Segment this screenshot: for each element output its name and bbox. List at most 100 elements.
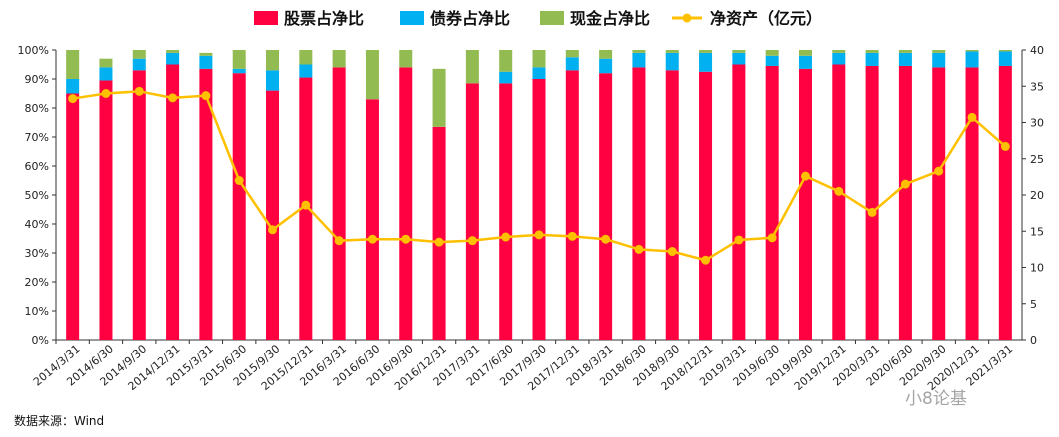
bar-segment (232, 68, 246, 74)
net-asset-point (1000, 141, 1010, 151)
net-asset-point (800, 171, 810, 181)
bar-segment (66, 93, 80, 340)
bar-segment (532, 50, 546, 68)
bar-segment (99, 58, 113, 68)
bar-segment (166, 64, 180, 340)
bar-segment (699, 50, 713, 53)
bar-segment (832, 50, 846, 53)
net-asset-point (334, 236, 344, 246)
bar-segment (632, 67, 646, 341)
net-asset-point (301, 200, 311, 210)
net-asset-point (734, 235, 744, 245)
net-asset-point (767, 233, 777, 243)
bar-segment (166, 52, 180, 65)
y-tick-label: 60% (25, 160, 49, 173)
bar-segment (99, 67, 113, 81)
bar-segment (99, 80, 113, 340)
bar-segment (532, 67, 546, 79)
net-asset-point (967, 112, 977, 122)
y-tick-label: 80% (25, 102, 49, 115)
net-asset-point (701, 255, 711, 265)
bar-segment (699, 52, 713, 72)
net-asset-point (501, 232, 511, 242)
bar-segment (798, 68, 812, 340)
bar-segment (266, 50, 280, 71)
bar-segment (499, 50, 513, 72)
y2-tick-label: 20 (1030, 189, 1044, 202)
legend-label: 债券占净比 (430, 9, 510, 28)
y-tick-label: 10% (25, 305, 49, 318)
y-tick-label: 20% (25, 276, 49, 289)
bar-segment (266, 70, 280, 91)
net-asset-point (401, 234, 411, 244)
bar-segment (66, 50, 80, 79)
net-asset-point (101, 89, 111, 98)
legend-swatch (400, 11, 424, 25)
y-tick-label: 40% (25, 218, 49, 231)
bar-segment (399, 50, 413, 68)
bar-segment (998, 50, 1012, 52)
bar-segment (965, 51, 979, 68)
bar-segment (132, 58, 146, 71)
bar-segment (565, 50, 579, 58)
bar-segment (898, 65, 912, 340)
bar-segment (732, 52, 746, 65)
y-tick-label: 50% (25, 189, 49, 202)
bar-segment (932, 67, 946, 341)
net-asset-point (534, 230, 544, 240)
bar-segment (798, 50, 812, 56)
net-asset-point (268, 225, 278, 235)
net-asset-point (201, 91, 211, 101)
bar-segment (765, 65, 779, 340)
legend-label: 股票占净比 (284, 9, 364, 28)
bar-segment (865, 52, 879, 66)
bar-segment (932, 50, 946, 53)
net-asset-point (467, 236, 477, 246)
bar-segment (199, 55, 213, 69)
bar-segment (765, 55, 779, 66)
y2-tick-label: 40 (1030, 44, 1044, 57)
bar-segment (832, 52, 846, 65)
y-tick-label: 90% (25, 73, 49, 86)
bar-segment (699, 71, 713, 340)
bar-segment (599, 73, 613, 340)
net-asset-point (234, 176, 244, 185)
bar-segment (232, 50, 246, 69)
bar-segment (798, 55, 812, 69)
y2-tick-label: 15 (1030, 225, 1044, 238)
bar-segment (765, 50, 779, 56)
y-tick-label: 30% (25, 247, 49, 260)
bar-segment (299, 50, 313, 65)
bar-segment (865, 65, 879, 340)
bar-segment (332, 67, 346, 341)
bar-segment (132, 50, 146, 59)
bar-segment (465, 83, 479, 340)
bar-segment (266, 90, 280, 340)
bar-segment (465, 50, 479, 84)
bar-segment (998, 51, 1012, 66)
bar-segment (732, 64, 746, 340)
watermark: 小8论基 (905, 389, 967, 409)
legend-swatch (540, 11, 564, 25)
net-asset-point (934, 166, 944, 176)
bar-segment (66, 79, 80, 94)
bar-segment (632, 52, 646, 68)
net-asset-point (134, 86, 144, 96)
legend-swatch (254, 11, 278, 25)
legend-label: 现金占净比 (570, 9, 650, 28)
bar-segment (632, 50, 646, 53)
bar-segment (532, 79, 546, 340)
bar-segment (365, 50, 379, 100)
y2-tick-label: 10 (1030, 262, 1044, 275)
bar-segment (299, 64, 313, 78)
y-tick-label: 0% (32, 334, 49, 347)
net-asset-point (900, 179, 910, 189)
net-asset-point (68, 94, 78, 104)
bar-segment (132, 70, 146, 341)
net-asset-point (634, 244, 644, 254)
y-tick-label: 70% (25, 131, 49, 144)
y2-tick-label: 35 (1030, 80, 1044, 93)
bar-segment (199, 52, 213, 56)
legend-point-marker (682, 13, 692, 23)
